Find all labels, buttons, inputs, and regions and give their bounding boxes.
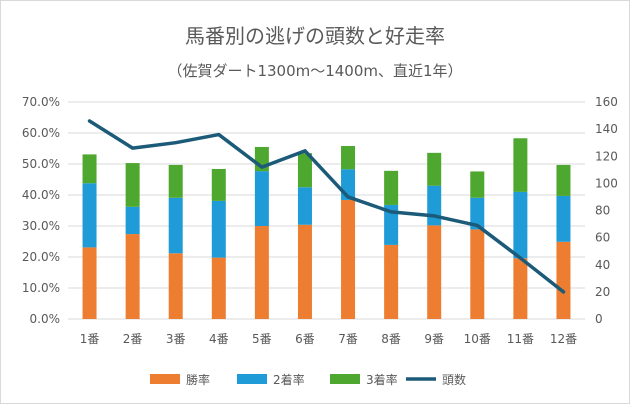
bar-3着率	[341, 146, 356, 170]
bar-2着率	[211, 200, 226, 258]
left-axis-tick-label: 10.0%	[22, 281, 60, 295]
bar-勝率	[341, 199, 356, 319]
x-axis-tick-label: 11番	[507, 332, 534, 346]
x-axis-tick-label: 6番	[295, 332, 315, 346]
right-axis-tick-label: 160	[595, 95, 618, 109]
bar-2着率	[470, 197, 485, 230]
bar-2着率	[168, 197, 183, 254]
bar-2着率	[82, 183, 97, 248]
bar-3着率	[82, 154, 97, 184]
bar-勝率	[297, 224, 312, 319]
bar-2着率	[556, 195, 571, 242]
x-axis-tick-label: 7番	[338, 332, 358, 346]
bar-2着率	[297, 187, 312, 225]
legend-swatch-2着率	[237, 374, 267, 384]
bar-勝率	[427, 225, 442, 319]
x-axis-tick-label: 2番	[123, 332, 143, 346]
left-axis-tick-label: 40.0%	[22, 188, 60, 202]
bar-3着率	[513, 138, 528, 192]
legend-label: 頭数	[442, 372, 466, 387]
bar-3着率	[125, 163, 140, 207]
bar-3着率	[211, 168, 226, 201]
bar-3着率	[427, 152, 442, 186]
x-axis-tick-label: 12番	[550, 332, 577, 346]
bar-勝率	[513, 258, 528, 319]
x-axis-tick-label: 4番	[209, 332, 229, 346]
bar-2着率	[254, 171, 269, 226]
right-axis-tick-label: 140	[595, 122, 618, 136]
bar-勝率	[168, 253, 183, 319]
x-axis-tick-label: 8番	[381, 332, 401, 346]
x-axis-tick-label: 10番	[464, 332, 491, 346]
x-axis-tick-label: 5番	[252, 332, 272, 346]
bar-勝率	[82, 247, 97, 319]
right-axis-tick-label: 80	[595, 204, 610, 218]
line-series-頭数	[87, 119, 566, 294]
legend-label: 勝率	[186, 372, 210, 387]
bar-勝率	[125, 234, 140, 319]
left-axis-tick-label: 60.0%	[22, 126, 60, 140]
legend-label: 2着率	[273, 372, 305, 387]
right-axis-tick-label: 60	[595, 231, 610, 245]
left-axis-tick-label: 50.0%	[22, 157, 60, 171]
x-axis-tick-label: 3番	[166, 332, 186, 346]
legend-swatch-勝率	[150, 374, 180, 384]
right-axis-tick-label: 100	[595, 176, 618, 190]
left-axis-tick-label: 20.0%	[22, 250, 60, 264]
bar-勝率	[384, 244, 399, 319]
x-axis-tick-label: 1番	[80, 332, 100, 346]
chart-subtitle: （佐賀ダート1300m～1400m、直近1年）	[167, 62, 463, 80]
bar-3着率	[168, 164, 183, 198]
bar-2着率	[513, 191, 528, 259]
left-axis-tick-label: 70.0%	[22, 95, 60, 109]
bar-2着率	[384, 204, 399, 245]
bar-2着率	[125, 206, 140, 235]
bar-3着率	[384, 170, 399, 205]
right-axis-tick-label: 120	[595, 149, 618, 163]
right-axis-tick-label: 20	[595, 285, 610, 299]
right-axis-tick-label: 0	[595, 312, 603, 326]
left-axis-tick-label: 0.0%	[30, 312, 61, 326]
bar-勝率	[556, 241, 571, 319]
legend-swatch-3着率	[330, 374, 360, 384]
bar-2着率	[427, 185, 442, 226]
bar-3着率	[556, 164, 571, 196]
bar-勝率	[211, 257, 226, 319]
bar-3着率	[297, 153, 312, 188]
left-axis-tick-label: 30.0%	[22, 219, 60, 233]
chart-title: 馬番別の逃げの頭数と好走率	[185, 24, 445, 48]
bar-3着率	[470, 171, 485, 198]
bar-勝率	[470, 229, 485, 319]
bar-勝率	[254, 226, 269, 319]
x-axis-tick-label: 9番	[424, 332, 444, 346]
right-axis-tick-label: 40	[595, 258, 610, 272]
legend-label: 3着率	[366, 372, 398, 387]
